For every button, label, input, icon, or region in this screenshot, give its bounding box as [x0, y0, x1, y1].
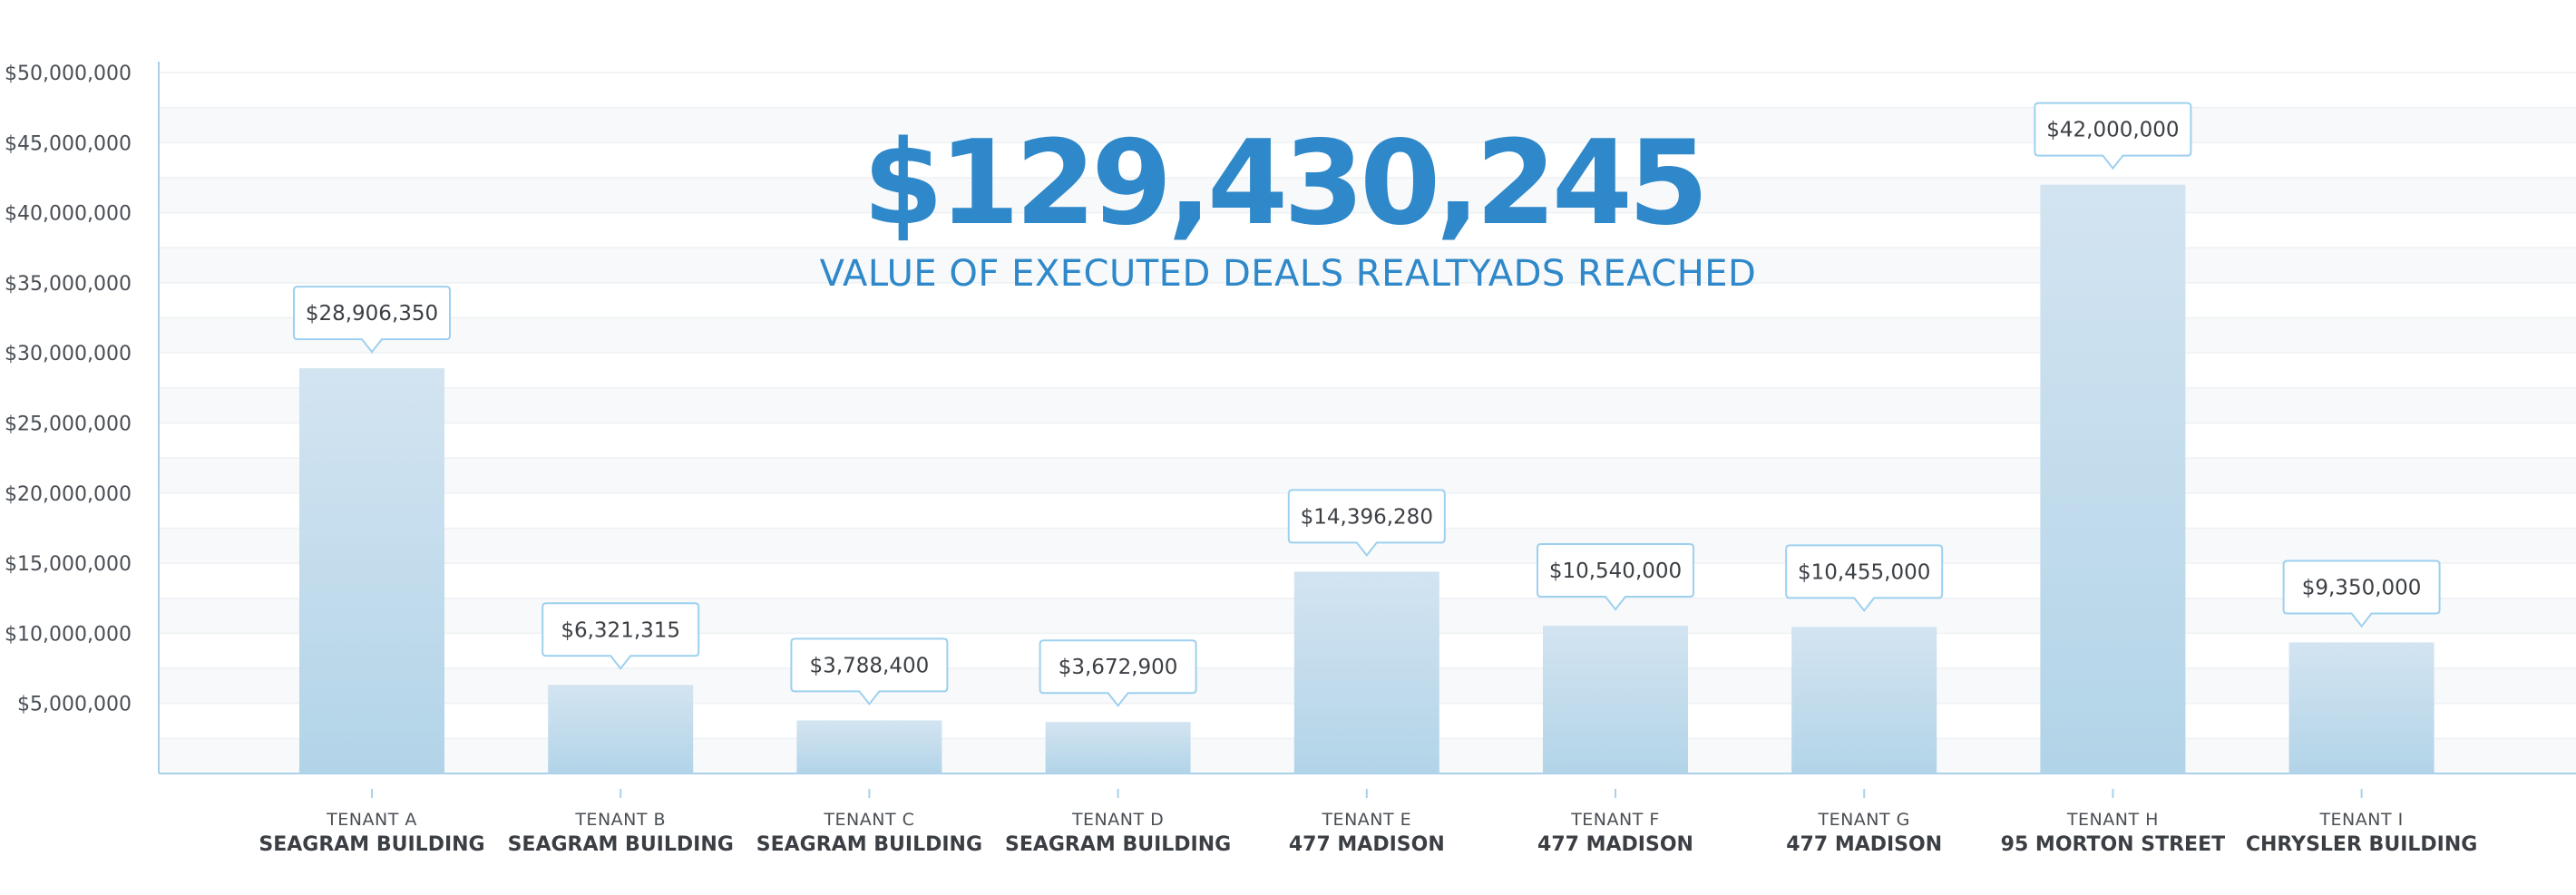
bar — [1543, 626, 1688, 773]
building-label: SEAGRAM BUILDING — [756, 833, 982, 856]
y-tick-label: $20,000,000 — [5, 483, 132, 506]
tenant-label: TENANT B — [574, 810, 666, 830]
background-band — [159, 387, 2576, 423]
y-tick-label: $35,000,000 — [5, 273, 132, 296]
value-callout — [2034, 102, 2192, 170]
building-label: SEAGRAM BUILDING — [508, 833, 734, 856]
headline-subtitle: VALUE OF EXECUTED DEALS REALTYADS REACHE… — [820, 253, 1757, 295]
tenant-label: TENANT C — [823, 810, 914, 830]
bar — [2288, 642, 2435, 773]
data-label: $3,788,400 — [810, 654, 930, 677]
data-label: $6,321,315 — [561, 618, 680, 642]
value-callout — [1039, 639, 1197, 707]
y-tick-label: $45,000,000 — [5, 132, 132, 155]
building-label: SEAGRAM BUILDING — [259, 833, 484, 856]
bar — [299, 368, 444, 773]
building-label: 477 MADISON — [1537, 833, 1693, 856]
y-axis-tick-labels: $5,000,000 $10,000,000 $15,000,000 $20,000,… — [5, 63, 132, 716]
building-label: 95 MORTON STREET — [2001, 833, 2225, 856]
tenant-label: TENANT D — [1071, 810, 1164, 830]
x-axis-category-labels: TENANT A SEAGRAM BUILDING TENANT B SEAGRAM … — [259, 789, 2477, 856]
data-label: $9,350,000 — [2302, 576, 2422, 599]
data-label: $10,540,000 — [1549, 559, 1682, 583]
value-callout — [293, 286, 451, 354]
bar — [1791, 627, 1937, 773]
bar — [1293, 571, 1439, 773]
value-callout — [1537, 543, 1694, 611]
building-label: 477 MADISON — [1289, 833, 1445, 856]
tenant-label: TENANT H — [2066, 810, 2159, 830]
bar — [2040, 184, 2186, 773]
value-callout — [1785, 544, 1944, 612]
building-label: 477 MADISON — [1786, 833, 1942, 856]
bar — [548, 685, 694, 773]
tenant-label: TENANT G — [1817, 810, 1909, 830]
headline: $129,430,245 VALUE OF EXECUTED DEALS REA… — [820, 116, 1757, 295]
y-tick-label: $15,000,000 — [5, 553, 132, 576]
tenant-label: TENANT A — [326, 810, 417, 830]
y-tick-label: $25,000,000 — [5, 413, 132, 436]
value-callout — [1287, 489, 1446, 558]
bars — [299, 184, 2435, 773]
y-tick-label: $5,000,000 — [17, 694, 132, 716]
value-callout — [2282, 559, 2441, 628]
tenant-label: TENANT E — [1321, 810, 1411, 830]
data-label: $10,455,000 — [1798, 560, 1930, 584]
value-callouts: $28,906,350 $6,321,315 $3,788,400 $3,672,90… — [293, 102, 2441, 707]
value-callout — [542, 602, 700, 670]
bar — [796, 720, 942, 773]
bar — [1045, 722, 1191, 773]
y-tick-label: $10,000,000 — [5, 623, 132, 646]
building-label: CHRYSLER BUILDING — [2246, 833, 2477, 856]
background-band — [159, 317, 2576, 354]
y-tick-label: $50,000,000 — [5, 63, 132, 85]
value-callout — [790, 637, 949, 706]
y-tick-label: $30,000,000 — [5, 343, 132, 365]
data-label: $14,396,280 — [1301, 505, 1433, 529]
headline-total: $129,430,245 — [863, 116, 1704, 251]
tenant-label: TENANT I — [2318, 810, 2403, 830]
data-label: $42,000,000 — [2046, 119, 2179, 142]
y-tick-label: $40,000,000 — [5, 203, 132, 226]
background-band — [159, 458, 2576, 493]
data-label: $3,672,900 — [1059, 656, 1178, 679]
tenant-label: TENANT F — [1570, 810, 1660, 830]
building-label: SEAGRAM BUILDING — [1005, 833, 1231, 856]
data-label: $28,906,350 — [306, 302, 438, 326]
